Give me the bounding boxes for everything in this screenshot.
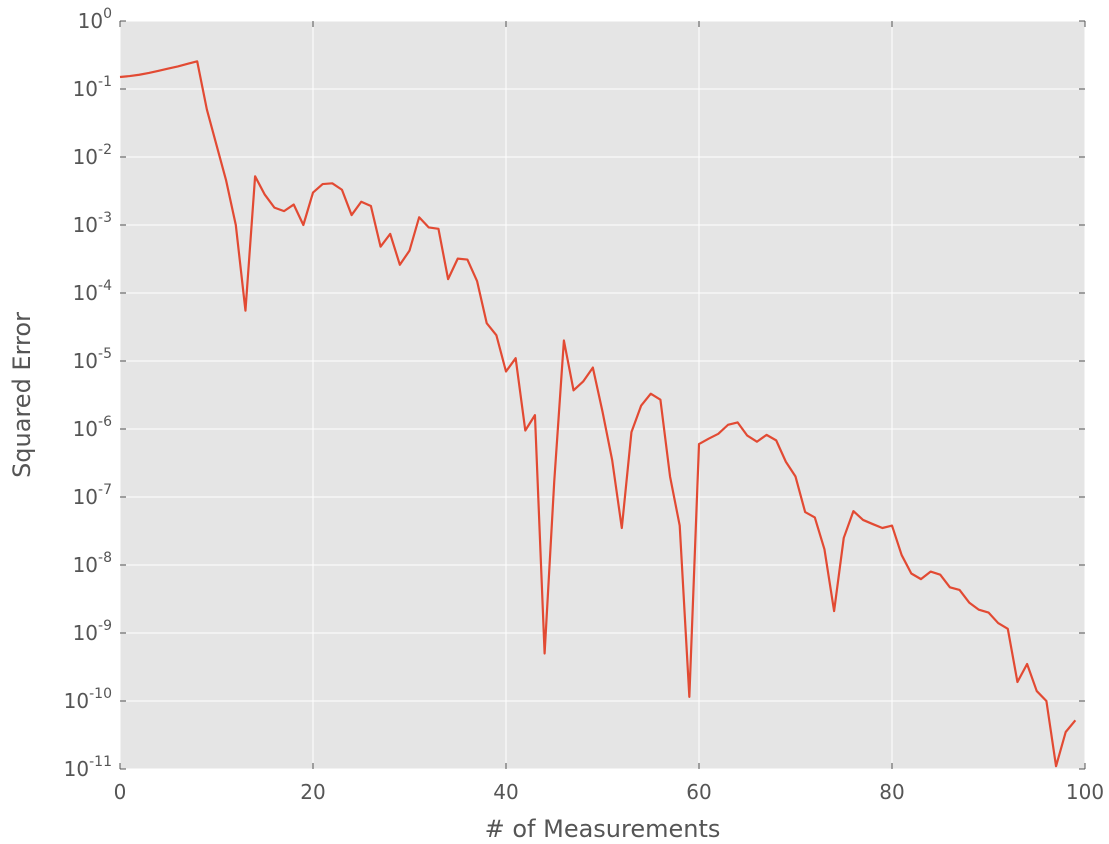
x-tick-label: 80 (879, 780, 904, 804)
y-tick-label: 10-4 (73, 278, 113, 305)
tick-marks (119, 20, 1086, 770)
x-tick-label: 40 (493, 780, 518, 804)
y-axis-label: Squared Error (8, 312, 36, 478)
y-tick-label: 10-2 (73, 142, 112, 169)
x-tick-label: 60 (686, 780, 711, 804)
y-tick-label: 10-5 (73, 346, 112, 373)
y-tick-label: 10-7 (73, 482, 112, 509)
y-tick-label: 10-9 (73, 618, 112, 645)
y-tick-label: 10-1 (73, 74, 112, 101)
y-tick-label: 100 (78, 6, 112, 33)
x-tick-labels: 0 20 40 60 80 100 (114, 780, 1104, 804)
y-tick-label: 10-11 (64, 754, 112, 781)
y-tick-label: 10-10 (64, 686, 112, 713)
gridlines (119, 20, 1086, 770)
y-tick-label: 10-3 (73, 210, 112, 237)
x-tick-label: 100 (1066, 780, 1104, 804)
x-tick-label: 0 (114, 780, 127, 804)
y-tick-label: 10-6 (73, 414, 113, 441)
y-tick-label: 10-8 (73, 550, 112, 577)
series-line (119, 60, 1077, 768)
x-tick-label: 20 (300, 780, 325, 804)
x-axis-label: # of Measurements (485, 815, 721, 843)
plot-area (120, 21, 1085, 769)
y-tick-labels: 100 10-1 10-2 10-3 10-4 10-5 10-6 10-7 10-8 10-9 1… (64, 6, 112, 781)
